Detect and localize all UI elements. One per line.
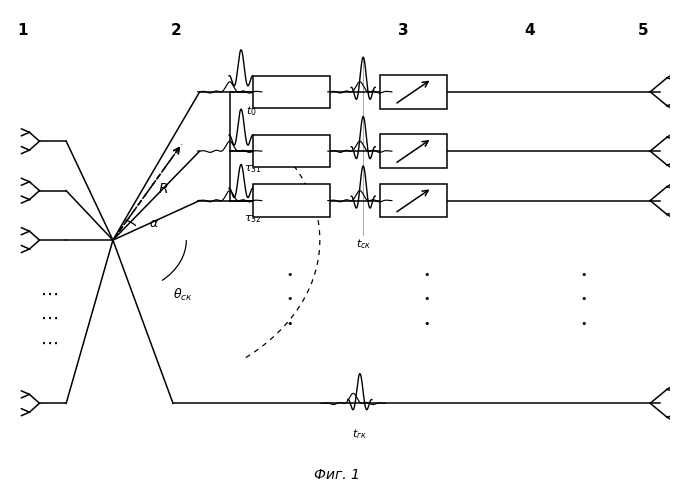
Text: •: • — [580, 319, 587, 329]
Text: $t_{ск}$: $t_{ск}$ — [355, 238, 371, 252]
Text: ⋯: ⋯ — [40, 335, 59, 353]
Bar — [253, 184, 330, 216]
Text: 5: 5 — [638, 22, 649, 38]
Bar — [380, 184, 447, 218]
Text: $t_0$: $t_0$ — [246, 104, 257, 118]
Text: •: • — [580, 270, 587, 280]
Text: 3: 3 — [398, 22, 409, 38]
Bar — [253, 76, 330, 108]
Text: ⋯: ⋯ — [40, 286, 59, 304]
Text: •: • — [287, 270, 293, 280]
Bar — [380, 75, 447, 108]
Text: $t_{ск}-\tau_{32}$: $t_{ск}-\tau_{32}$ — [272, 194, 312, 207]
Text: •: • — [580, 294, 587, 304]
Text: 4: 4 — [525, 22, 535, 38]
Text: Фиг. 1: Фиг. 1 — [314, 468, 359, 482]
Text: $t_{ск}$: $t_{ск}$ — [285, 85, 298, 98]
Text: •: • — [423, 294, 430, 304]
Text: R: R — [158, 182, 168, 196]
Text: α: α — [149, 217, 158, 230]
Bar — [253, 135, 330, 167]
Text: $t_{гк}$: $t_{гк}$ — [353, 427, 367, 441]
Text: $\theta_{ск}$: $\theta_{ск}$ — [173, 287, 192, 303]
Text: 1: 1 — [17, 22, 28, 38]
Text: 2: 2 — [171, 22, 182, 38]
Text: •: • — [287, 294, 293, 304]
Text: •: • — [287, 319, 293, 329]
Text: ⋯: ⋯ — [40, 310, 59, 328]
Text: $\tau_{31}$: $\tau_{31}$ — [244, 164, 262, 175]
Text: $t_{ск}-\tau_3$: $t_{ск}-\tau_3$ — [274, 144, 310, 158]
Text: $\tau_{32}$: $\tau_{32}$ — [244, 213, 262, 224]
Text: •: • — [423, 319, 430, 329]
Text: •: • — [423, 270, 430, 280]
Bar — [380, 134, 447, 168]
